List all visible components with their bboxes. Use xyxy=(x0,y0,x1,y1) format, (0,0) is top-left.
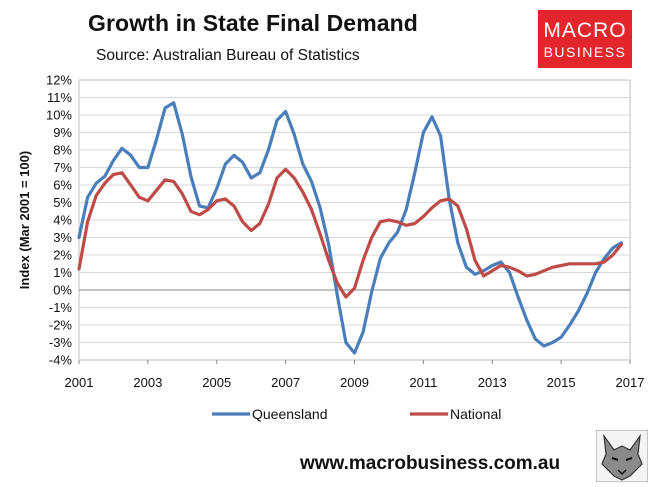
y-tick-label: 5% xyxy=(53,195,72,210)
macrobusiness-logo: MACRO BUSINESS xyxy=(538,10,632,68)
x-tick-label: 2003 xyxy=(133,375,162,390)
y-axis-label: Index (Mar 2001 = 100) xyxy=(17,151,32,289)
y-tick-label: -3% xyxy=(49,335,73,350)
y-tick-label: 2% xyxy=(53,248,72,263)
y-tick-label: 12% xyxy=(46,73,72,88)
y-tick-label: 6% xyxy=(53,178,72,193)
axes: -4% -3% -2% -1% 0% 1% 2% 3% 4% 5% 6% 7% 8% 9% 10% 11% 12… xyxy=(46,73,644,391)
y-tick-label: 11% xyxy=(47,90,72,105)
wolf-logo-icon xyxy=(596,430,648,482)
y-tick-label: -2% xyxy=(49,318,73,333)
y-tick-label: 7% xyxy=(53,160,72,175)
logo-line-2: BUSINESS xyxy=(543,44,627,60)
logo-line-1: MACRO xyxy=(543,19,627,42)
website-url[interactable]: www.macrobusiness.com.au xyxy=(300,453,561,474)
series-line-national xyxy=(77,167,623,299)
x-tick-label: 2007 xyxy=(271,375,300,390)
x-tick-label: 2011 xyxy=(409,375,437,390)
x-tick-label: 2005 xyxy=(202,375,231,390)
y-tick-label: 1% xyxy=(53,265,72,280)
y-tick-label: -1% xyxy=(49,300,73,315)
y-tick-label: 8% xyxy=(53,143,72,158)
x-tick-label: 2015 xyxy=(547,375,576,390)
legend-label-queensland: Queensland xyxy=(252,406,328,422)
chart-title: Growth in State Final Demand xyxy=(88,10,418,36)
legend: Queensland National xyxy=(212,406,501,422)
x-tick-label: 2009 xyxy=(340,375,369,390)
grid-lines xyxy=(79,97,630,343)
y-tick-label: 3% xyxy=(53,230,72,245)
series-line-queensland xyxy=(77,101,623,355)
y-tick-label: 9% xyxy=(53,125,72,140)
y-tick-label: 10% xyxy=(46,108,72,123)
chart-source: Source: Australian Bureau of Statistics xyxy=(96,47,360,64)
legend-label-national: National xyxy=(450,406,501,422)
x-tick-label: 2017 xyxy=(616,375,645,390)
series-lines xyxy=(77,101,623,355)
y-tick-label: 0% xyxy=(53,283,72,298)
y-tick-label: -4% xyxy=(49,353,73,368)
x-tick-label: 2001 xyxy=(65,375,94,390)
x-tick-label: 2013 xyxy=(478,375,507,390)
y-tick-label: 4% xyxy=(53,213,72,228)
